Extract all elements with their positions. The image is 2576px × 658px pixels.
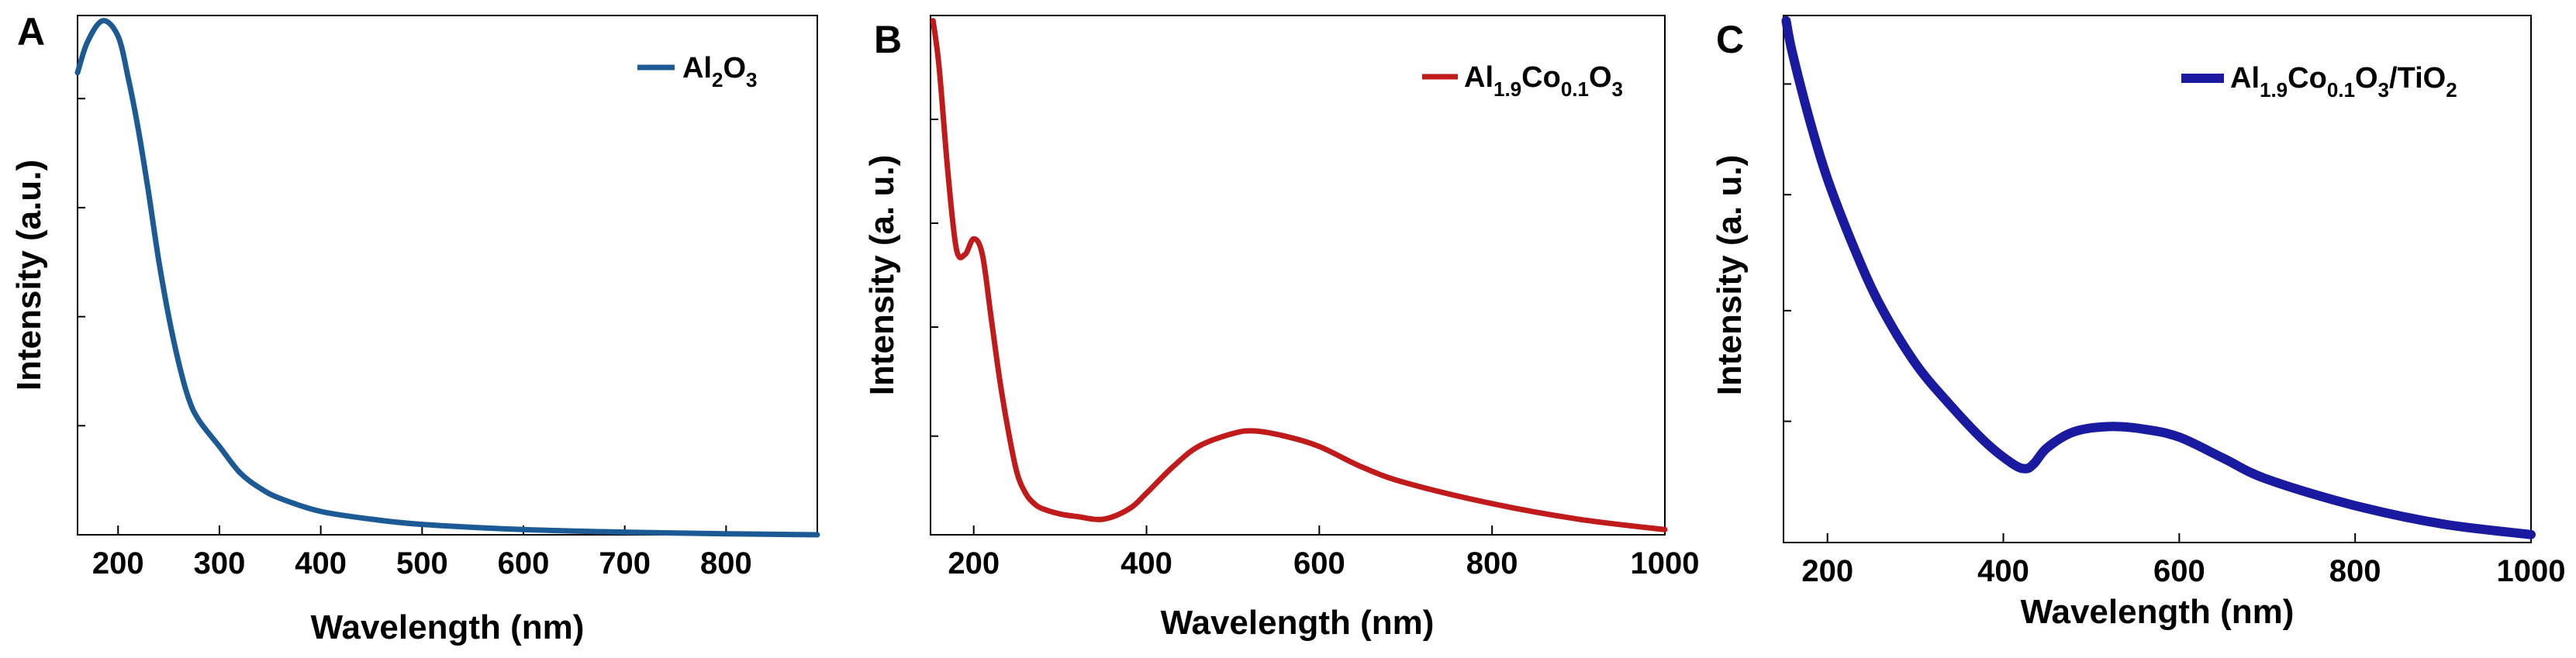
series-line-al2o3 [74, 18, 820, 538]
x-tick-label: 600 [1293, 546, 1345, 580]
x-tick-label: 200 [948, 546, 1000, 580]
x-tick-label: 800 [2329, 554, 2381, 588]
panel-letter-c: C [1716, 18, 1744, 61]
x-tick-label: 600 [2153, 554, 2205, 588]
series-line-al19co01o3 [930, 18, 1668, 532]
y-axis-title-c: Intensity (a. u.) [1711, 155, 1749, 395]
legend-subscript: 3 [746, 68, 757, 91]
legend-text-part: Al [1464, 61, 1493, 94]
y-axis-title-b: Intensity (a. u.) [863, 155, 901, 395]
x-tick-label: 200 [1801, 554, 1853, 588]
legend-subscript: 2 [2446, 78, 2457, 102]
legend-subscript: 2 [712, 68, 723, 91]
x-tick-label: 400 [1121, 546, 1172, 580]
legend-text-part: Co [1521, 61, 1561, 94]
x-tick-label: 1000 [2497, 554, 2566, 588]
legend-c: Al1.9Co0.1O3/TiO2 [2181, 62, 2457, 102]
ticks-b: 200 400 600 800 1000 [931, 119, 1699, 580]
plot-area-c [1783, 15, 2532, 543]
legend-text-part: O [723, 52, 746, 84]
y-axis-title-a: Intensity (a.u.) [10, 160, 48, 391]
panel-letter-b: B [874, 18, 902, 61]
legend-subscript: 0.1 [2327, 78, 2355, 102]
series-line-al19co01o3-tio2 [1781, 16, 2536, 539]
x-axis-title-c: Wavelength (nm) [2021, 593, 2295, 631]
x-tick-label: 200 [92, 546, 144, 580]
ticks-c: 200 400 600 800 1000 [1784, 83, 2566, 588]
x-tick-label: 700 [599, 546, 651, 580]
x-tick-label: 600 [498, 546, 550, 580]
x-axis-title-b: Wavelength (nm) [1161, 604, 1435, 642]
legend-text-part: Al [2230, 62, 2260, 95]
legend-text-part: Al [682, 52, 712, 84]
panel-b: B 200 400 600 800 1000 Al1.9Co0.1O3 Waveleng… [863, 15, 1699, 642]
x-tick-label: 400 [1977, 554, 2029, 588]
x-tick-label: 1000 [1631, 546, 1700, 580]
legend-subscript: 1.9 [2260, 78, 2288, 102]
legend-text-part: O [1589, 61, 1612, 94]
plot-area-a [77, 15, 818, 536]
legend-subscript: 0.1 [1561, 78, 1589, 101]
panel-letter-a: A [17, 10, 45, 53]
legend-label-c: Al1.9Co0.1O3/TiO2 [2230, 62, 2457, 102]
legend-subscript: 3 [2378, 78, 2389, 102]
x-tick-label: 300 [194, 546, 246, 580]
x-tick-label: 800 [1466, 546, 1518, 580]
x-tick-label: 400 [295, 546, 347, 580]
x-tick-label: 800 [700, 546, 752, 580]
legend-text-part: Co [2288, 62, 2327, 95]
plot-area-b [930, 15, 1666, 536]
legend-text-part: O [2355, 62, 2378, 95]
ticks-a: 200 300 400 500 600 700 800 [78, 98, 752, 580]
x-axis-title-a: Wavelength (nm) [311, 608, 585, 646]
legend-subscript: 3 [1612, 78, 1623, 101]
panel-a: A 200 300 400 500 600 700 800 Al2O3 Wavelength… [10, 10, 820, 646]
legend-subscript: 1.9 [1493, 78, 1521, 101]
panel-c: C 200 400 600 800 1000 Al1.9Co0.1O3/TiO2 Wav… [1711, 15, 2566, 631]
legend-label-b: Al1.9Co0.1O3 [1464, 61, 1623, 101]
legend-a: Al2O3 [637, 52, 758, 91]
legend-b: Al1.9Co0.1O3 [1422, 61, 1623, 101]
legend-text-part: /TiO [2389, 62, 2446, 95]
x-tick-label: 500 [396, 546, 448, 580]
legend-label-a: Al2O3 [682, 52, 758, 91]
